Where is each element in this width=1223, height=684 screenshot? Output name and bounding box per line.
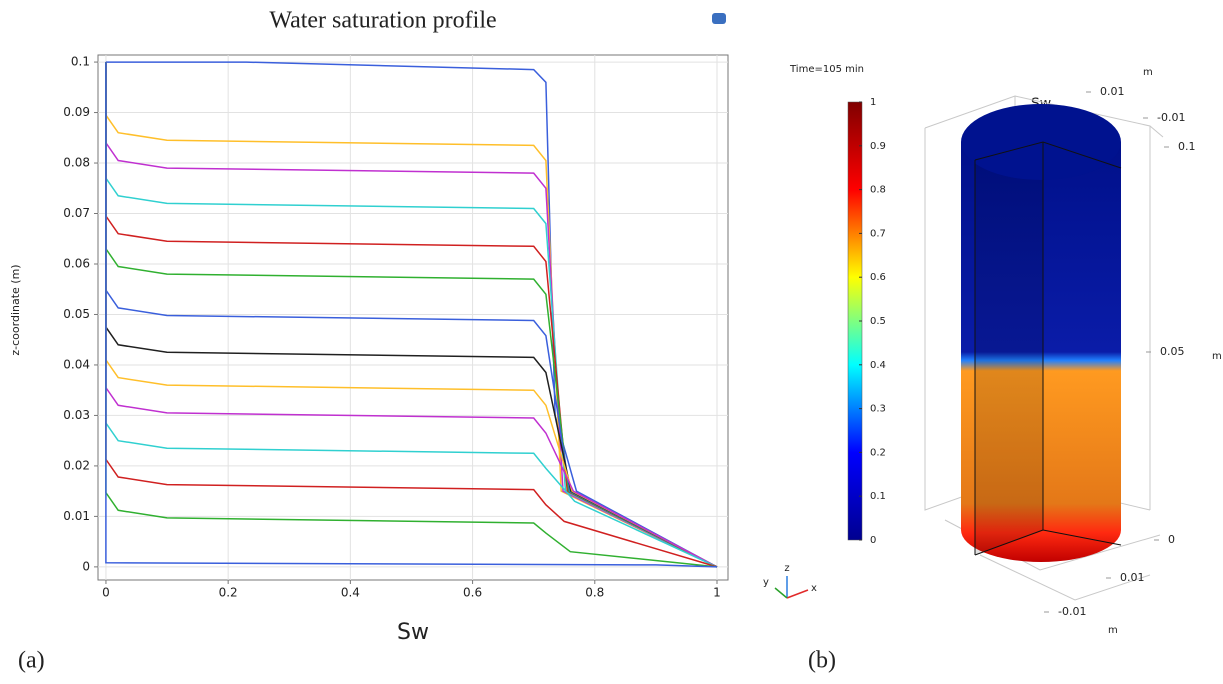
y-tick-label: 0.07 <box>63 206 90 220</box>
axis-unit: m <box>1143 67 1153 78</box>
x-tick-label: 0.8 <box>585 586 604 600</box>
colorbar-tick-label: 0.7 <box>870 228 886 239</box>
axis-tick-label: -0.01 <box>1058 605 1086 618</box>
colorbar-tick-label: 0.5 <box>870 316 886 327</box>
y-tick-label: 0.09 <box>63 105 90 119</box>
y-tick-label: 0.04 <box>63 357 90 371</box>
axis-tick-label: 0.05 <box>1160 345 1185 358</box>
axis-tick-label: -0.01 <box>1157 111 1185 124</box>
colorbar-tick-label: 0.6 <box>870 272 886 283</box>
series-line <box>105 62 718 568</box>
axis-tick-label: 0.01 <box>1100 85 1125 98</box>
axis-unit: m <box>1108 625 1118 636</box>
colorbar-tick-label: 0.9 <box>870 141 886 152</box>
panel-label: (b) <box>808 648 836 674</box>
y-tick-label: 0.06 <box>63 256 90 270</box>
axis-unit: m <box>1212 351 1222 362</box>
chart-title: Water saturation profile <box>269 8 496 34</box>
series-line <box>105 62 718 568</box>
y-tick-label: 0.02 <box>63 458 90 472</box>
panel-label: (a) <box>18 648 45 674</box>
triad-label: y <box>763 577 769 588</box>
y-tick-label: 0.03 <box>63 408 90 422</box>
y-tick-label: 0.01 <box>63 509 90 523</box>
series-line <box>105 62 718 568</box>
x-tick-label: 1 <box>713 586 721 600</box>
series-line <box>105 62 718 568</box>
x-tick-label: 0.6 <box>463 586 482 600</box>
x-tick-label: 0.2 <box>219 586 238 600</box>
plot-frame <box>97 54 729 581</box>
icon <box>712 13 726 24</box>
colorbar-tick-label: 0 <box>870 535 876 546</box>
y-tick-label: 0 <box>82 559 90 573</box>
series-line <box>105 61 718 568</box>
x-tick-label: 0 <box>102 586 110 600</box>
series-line <box>105 62 718 568</box>
colorbar-tick-label: 0.1 <box>870 491 886 502</box>
axis-triad <box>774 576 809 599</box>
x-tick-label: 0.4 <box>341 586 360 600</box>
y-tick-label: 0.05 <box>63 307 90 321</box>
y-tick-label: 0.08 <box>63 156 90 170</box>
triad-label: z <box>784 563 789 574</box>
colorbar-tick-label: 0.8 <box>870 185 886 196</box>
axis-tick-label: 0.01 <box>1120 571 1145 584</box>
cylinder <box>961 104 1122 562</box>
colorbar-tick-label: 0.2 <box>870 447 886 458</box>
series-line <box>105 62 718 568</box>
colorbar-tick-label: 1 <box>870 97 876 108</box>
axis-tick-label: 0 <box>1168 533 1175 546</box>
colorbar-tick-label: 0.4 <box>870 360 886 371</box>
x-axis-label: Sw <box>397 620 429 645</box>
time-label: Time=105 min <box>789 64 864 75</box>
y-axis-label: z-coordinate (m) <box>9 264 22 355</box>
triad-label: x <box>811 583 817 594</box>
axis-tick-label: 0.1 <box>1178 140 1196 153</box>
y-tick-label: 0.1 <box>71 55 90 69</box>
colorbar-tick-label: 0.3 <box>870 404 886 415</box>
